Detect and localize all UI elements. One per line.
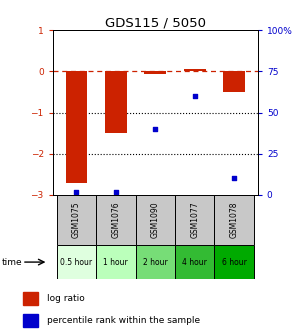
Bar — [175, 195, 214, 245]
Bar — [96, 195, 136, 245]
Text: GSM1078: GSM1078 — [230, 202, 239, 238]
Point — [153, 126, 158, 132]
Bar — [23, 292, 38, 305]
Bar — [66, 72, 87, 182]
Bar — [144, 72, 166, 74]
Text: 6 hour: 6 hour — [222, 258, 247, 266]
Bar — [136, 195, 175, 245]
Text: GSM1090: GSM1090 — [151, 202, 160, 239]
Text: GSM1075: GSM1075 — [72, 202, 81, 239]
Text: log ratio: log ratio — [47, 294, 85, 303]
Title: GDS115 / 5050: GDS115 / 5050 — [105, 16, 206, 29]
Bar — [57, 245, 96, 279]
Point — [113, 189, 118, 194]
Point — [193, 93, 197, 99]
Text: 2 hour: 2 hour — [143, 258, 168, 266]
Text: 1 hour: 1 hour — [103, 258, 128, 266]
Point — [74, 189, 79, 194]
Text: percentile rank within the sample: percentile rank within the sample — [47, 316, 200, 325]
Text: time: time — [1, 258, 22, 266]
Bar — [96, 245, 136, 279]
Bar — [223, 72, 245, 92]
Bar — [214, 245, 254, 279]
Text: GSM1077: GSM1077 — [190, 202, 199, 239]
Text: GSM1076: GSM1076 — [111, 202, 120, 239]
Bar — [175, 245, 214, 279]
Text: 0.5 hour: 0.5 hour — [60, 258, 93, 266]
Bar — [184, 69, 206, 72]
Bar — [57, 195, 96, 245]
Text: 4 hour: 4 hour — [182, 258, 207, 266]
Point — [232, 176, 236, 181]
Bar — [23, 314, 38, 327]
Bar — [214, 195, 254, 245]
Bar — [136, 245, 175, 279]
Bar — [105, 72, 127, 133]
